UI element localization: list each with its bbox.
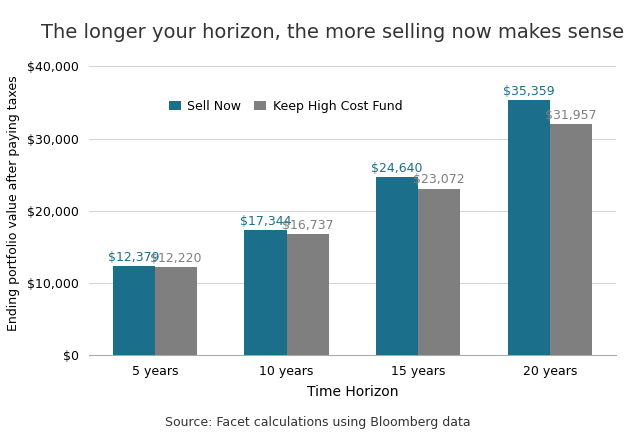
Text: $17,344: $17,344 — [240, 215, 291, 228]
Text: $16,737: $16,737 — [282, 219, 333, 232]
Bar — [418, 188, 460, 355]
Bar — [508, 100, 550, 355]
Text: $12,379: $12,379 — [108, 251, 159, 264]
Bar — [113, 266, 155, 355]
Y-axis label: Ending portfolio value after paying taxes: Ending portfolio value after paying taxe… — [8, 76, 20, 331]
Bar — [550, 124, 592, 355]
Text: $31,957: $31,957 — [545, 109, 597, 122]
Bar — [376, 177, 418, 355]
Legend: Sell Now, Keep High Cost Fund: Sell Now, Keep High Cost Fund — [164, 94, 407, 118]
Text: $35,359: $35,359 — [503, 85, 554, 98]
Bar — [244, 230, 286, 355]
Text: Source: Facet calculations using Bloomberg data: Source: Facet calculations using Bloombe… — [164, 416, 471, 429]
Bar — [155, 267, 197, 355]
Text: $24,640: $24,640 — [371, 162, 423, 175]
Text: $23,072: $23,072 — [413, 173, 465, 186]
X-axis label: Time Horizon: Time Horizon — [307, 385, 398, 399]
Text: $12,220: $12,220 — [150, 252, 202, 265]
Bar — [286, 234, 329, 355]
Text: The longer your horizon, the more selling now makes sense: The longer your horizon, the more sellin… — [41, 23, 625, 42]
